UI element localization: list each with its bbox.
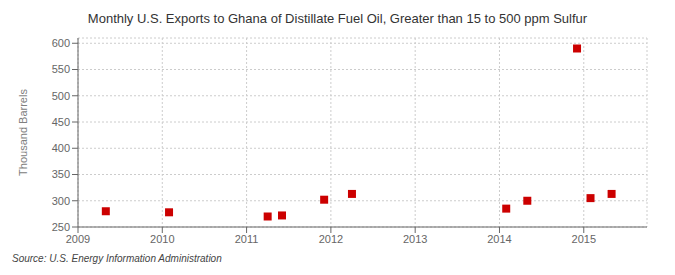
html-text:Source: U.S. Energy Informatio: Source: U.S. Energy Information Administ… [12,253,222,264]
svg-text:300: 300 [52,195,70,207]
svg-text:2012: 2012 [319,233,343,245]
svg-text:2011: 2011 [235,233,259,245]
svg-text:2014: 2014 [487,233,511,245]
svg-text:2010: 2010 [150,233,174,245]
svg-text:550: 550 [52,63,70,75]
svg-text:2015: 2015 [572,233,596,245]
svg-text:350: 350 [52,168,70,180]
html-text:Monthly U.S. Exports to Ghana: Monthly U.S. Exports to Ghana of Distill… [87,11,588,26]
svg-text:250: 250 [52,221,70,233]
svg-text:Thousand Barrels: Thousand Barrels [17,89,29,176]
svg-text:500: 500 [52,90,70,102]
svg-text:600: 600 [52,37,70,49]
svg-text:400: 400 [52,142,70,154]
svg-text:2013: 2013 [403,233,427,245]
svg-text:2009: 2009 [66,233,90,245]
svg-text:450: 450 [52,116,70,128]
